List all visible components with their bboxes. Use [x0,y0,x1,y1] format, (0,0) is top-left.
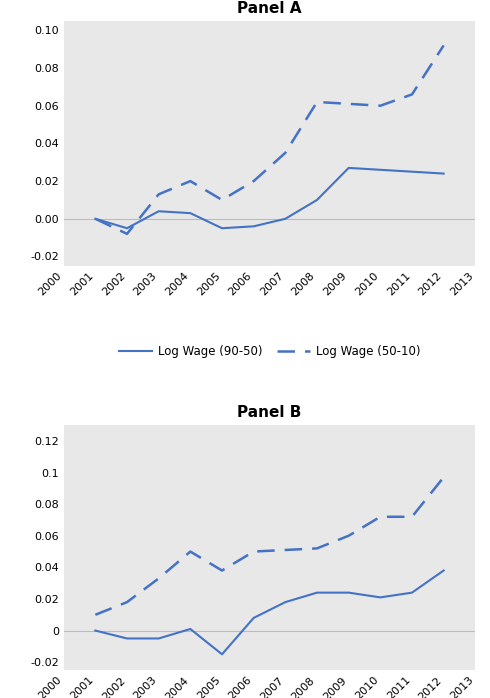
Legend: Log Wage (90-50), Log Wage (50-10): Log Wage (90-50), Log Wage (50-10) [114,341,425,363]
Title: Panel A: Panel A [237,1,302,15]
Title: Panel B: Panel B [237,405,302,419]
